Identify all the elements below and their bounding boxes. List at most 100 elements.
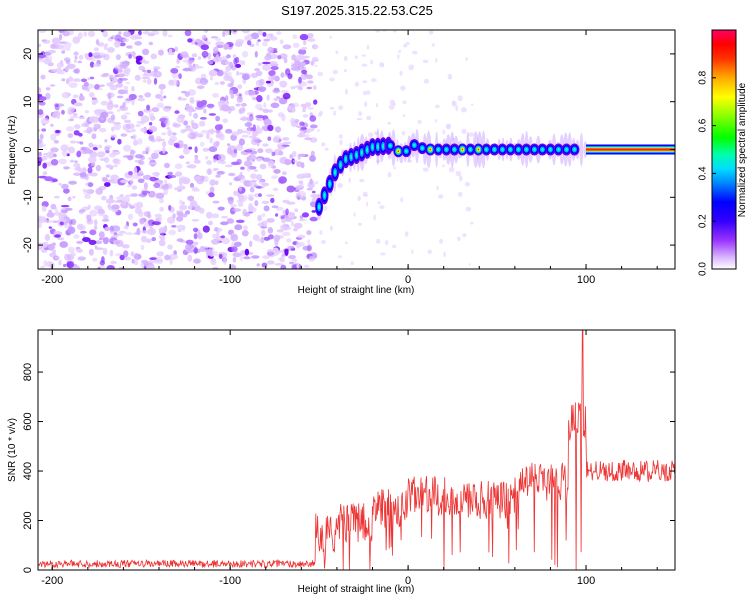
spectrogram-noise-cell bbox=[219, 81, 225, 85]
spectrogram-noise-cell bbox=[385, 239, 389, 246]
spectrogram-noise-cell bbox=[227, 196, 234, 201]
spectrogram-noise-cell bbox=[269, 36, 278, 41]
spectrogram-noise-cell bbox=[215, 174, 221, 178]
spectrogram-noise-cell bbox=[40, 74, 46, 80]
spectrogram-noise-cell bbox=[262, 108, 270, 113]
spectrogram-noise-cell bbox=[363, 90, 367, 96]
spectrogram-noise-cell bbox=[39, 96, 47, 101]
spectrogram-noise-cell bbox=[180, 51, 189, 58]
spectrogram-noise-cell bbox=[106, 265, 115, 269]
spectrogram-noise-cell bbox=[169, 253, 179, 260]
spectrogram-noise-cell bbox=[311, 210, 317, 213]
spectrogram-noise-cell bbox=[272, 88, 281, 94]
spectrogram-noise-cell bbox=[88, 182, 93, 188]
spectrogram-noise-cell bbox=[102, 237, 109, 245]
spectrogram-noise-cell bbox=[435, 57, 438, 64]
spectrogram-noise-cell bbox=[268, 70, 276, 77]
snr-y-tick-label: 800 bbox=[22, 363, 34, 381]
spectrogram-noise-cell bbox=[400, 85, 406, 91]
spectrogram-noise-cell bbox=[293, 159, 298, 163]
spectrogram-noise-cell bbox=[236, 95, 243, 103]
spectrogram-noise-cell bbox=[187, 254, 193, 262]
spectrogram-noise-cell bbox=[184, 30, 192, 37]
spectrogram-noise-cell bbox=[286, 238, 292, 243]
spectrogram-noise-cell bbox=[192, 204, 198, 208]
spectrogram-noise-cell bbox=[272, 187, 279, 192]
spectrogram-noise-cell bbox=[401, 130, 406, 136]
spectrogram-noise-cell bbox=[257, 62, 262, 66]
spectrogram-noise-cell bbox=[442, 164, 445, 168]
spectrogram-noise-cell bbox=[99, 158, 108, 161]
spectrogram-noise-cell bbox=[184, 91, 190, 97]
spectrogram-noise-cell bbox=[253, 169, 258, 172]
spectrogram-noise-cell bbox=[76, 248, 83, 253]
spectrogram-signal-blob bbox=[565, 148, 568, 151]
spectrogram-noise-cell bbox=[236, 199, 245, 203]
spectrogram-noise-cell bbox=[101, 219, 110, 222]
spectrogram-noise-cell bbox=[78, 95, 85, 101]
spectrogram-noise-cell bbox=[251, 138, 258, 146]
spectrogram-noise-cell bbox=[220, 56, 228, 61]
spectrogram-noise-cell bbox=[78, 54, 84, 60]
spectrogram-noise-cells bbox=[38, 30, 475, 269]
snr-x-ticks: -200 -100 0 100 bbox=[41, 330, 658, 587]
spectrogram-noise-cell bbox=[131, 86, 135, 92]
spectrogram-noise-cell bbox=[208, 192, 215, 198]
spectrogram-noise-cell bbox=[255, 114, 265, 119]
spectrogram-noise-cell bbox=[163, 120, 168, 124]
spectrogram-noise-cell bbox=[271, 175, 278, 180]
spectrogram-noise-cell bbox=[61, 183, 69, 190]
spectrogram-y-axis-label: Frequency (Hz) bbox=[7, 116, 18, 185]
spectrogram-noise-cell bbox=[59, 241, 68, 248]
spectrogram-noise-cell bbox=[288, 261, 294, 265]
spectrogram-noise-cell bbox=[94, 84, 100, 90]
spectrogram-noise-cell bbox=[44, 233, 51, 242]
spectrogram-noise-cell bbox=[142, 79, 147, 83]
spectrogram-noise-cell bbox=[174, 46, 179, 52]
spectrogram-noise-cell bbox=[225, 61, 231, 65]
spectrogram-noise-cell bbox=[97, 42, 105, 47]
spectrogram-y-ticks: -20 -10 0 10 20 bbox=[22, 48, 675, 253]
spectrogram-signal-blob bbox=[533, 148, 536, 151]
spectrogram-noise-cell bbox=[156, 192, 165, 196]
spectrogram-noise-cell bbox=[280, 264, 287, 269]
spectrogram-noise-cell bbox=[155, 172, 159, 178]
spectrogram-noise-cell bbox=[188, 146, 193, 150]
spectrogram-noise-cell bbox=[282, 199, 290, 204]
spectrogram-noise-cell bbox=[465, 206, 472, 212]
figure-title: S197.2025.315.22.53.C25 bbox=[281, 3, 433, 18]
spectrogram-noise-cell bbox=[97, 208, 105, 215]
spectrogram-noise-cell bbox=[427, 249, 432, 254]
spectrogram-noise-cell bbox=[210, 128, 214, 135]
spectrogram-noise-cell bbox=[167, 174, 177, 179]
spectrogram-noise-cell bbox=[76, 240, 84, 244]
spectrogram-noise-cell bbox=[333, 110, 337, 116]
spectrogram-noise-cell bbox=[343, 55, 348, 62]
spectrogram-signal-blob bbox=[477, 148, 480, 151]
spectrogram-noise-cell bbox=[128, 213, 133, 221]
spectrogram-noise-cell bbox=[193, 247, 198, 254]
spectrogram-noise-cell bbox=[137, 138, 143, 145]
spectrogram-noise-cell bbox=[194, 42, 198, 45]
spectrogram-noise-cell bbox=[305, 74, 313, 80]
spectrogram-noise-cell bbox=[177, 189, 182, 192]
spectrogram-noise-cell bbox=[73, 59, 77, 63]
spectrogram-noise-cell bbox=[68, 76, 74, 82]
spectrogram-noise-cell bbox=[146, 69, 152, 73]
spectrogram-noise-cell bbox=[206, 211, 213, 219]
spectrogram-noise-cell bbox=[204, 30, 209, 33]
spectrogram-noise-cell bbox=[216, 170, 225, 175]
spectrogram-noise-cell bbox=[185, 104, 194, 112]
spectrogram-noise-cell bbox=[88, 248, 94, 256]
spectrogram-noise-cell bbox=[94, 247, 104, 250]
spectrogram-noise-cell bbox=[78, 132, 83, 137]
spectrogram-noise-cell bbox=[136, 172, 144, 177]
spectrogram-noise-cell bbox=[192, 227, 199, 232]
spectrogram-noise-cell bbox=[217, 154, 226, 162]
spectrogram-noise-cell bbox=[206, 132, 210, 140]
spectrogram-noise-cell bbox=[200, 129, 208, 134]
spectrogram-noise-cell bbox=[367, 132, 374, 138]
spectrogram-noise-cell bbox=[137, 178, 145, 184]
spectrogram-noise-cell bbox=[229, 105, 236, 112]
spectrogram-noise-cell bbox=[50, 159, 59, 166]
